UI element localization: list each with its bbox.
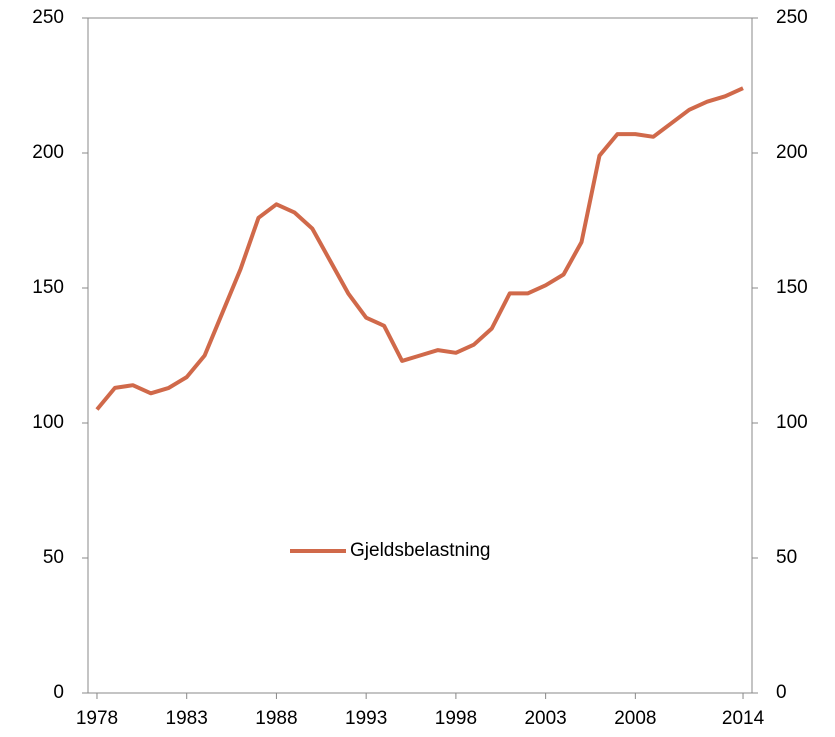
y2-tick-label: 250 [776,7,808,28]
y-tick-label: 50 [43,547,64,568]
y-tick-label: 250 [32,7,64,28]
y-tick-label: 0 [53,682,64,703]
y-tick-label: 100 [32,412,64,433]
y2-tick-label: 200 [776,142,808,163]
y2-tick-label: 0 [776,682,787,703]
x-tick-label: 1998 [435,708,477,729]
y-tick-label: 150 [32,277,64,298]
x-tick-label: 1978 [76,708,118,729]
x-tick-label: 2008 [614,708,656,729]
series-line [95,86,744,411]
y2-tick-label: 150 [776,277,808,298]
y2-tick-label: 100 [776,412,808,433]
y-tick-label: 200 [32,142,64,163]
x-tick-label: 2003 [524,708,566,729]
x-tick-label: 1993 [345,708,387,729]
x-tick-label: 1983 [166,708,208,729]
x-tick-label: 2014 [722,708,765,729]
y2-tick-label: 50 [776,547,797,568]
legend-label: Gjeldsbelastning [350,540,490,561]
x-tick-label: 1988 [255,708,297,729]
